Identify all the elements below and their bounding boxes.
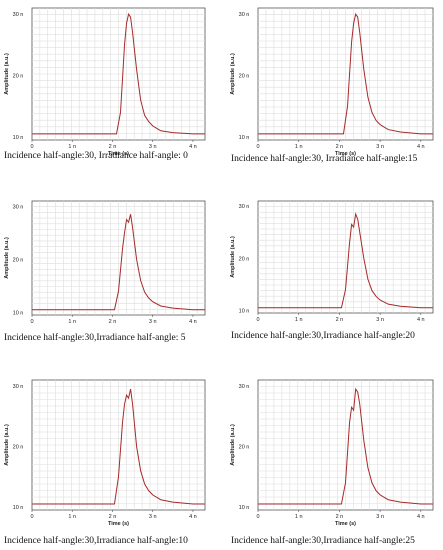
y-tick-label: 10 n: [13, 505, 24, 511]
y-axis-label: Amplitude (a.u.): [230, 236, 236, 278]
y-tick-label: 30 n: [13, 204, 24, 210]
chart-2: 0 1 n 2 n 3 n 4 n 10 n 20 n 30 n Time (s) Amplitu…: [230, 7, 434, 157]
chart-caption-5: Incidence half-angle:30,Irradiance half-…: [4, 536, 188, 546]
y-axis-label: Amplitude (a.u.): [230, 53, 236, 95]
y-tick-label: 20 n: [239, 74, 250, 80]
x-tick-label: 2 n: [109, 144, 117, 150]
y-tick-label: 10 n: [13, 310, 24, 316]
chart-6: 0 1 n 2 n 3 n 4 n 10 n 20 n 30 n Time (s) Amplitu…: [230, 379, 434, 527]
y-tick-label: 30 n: [13, 384, 24, 390]
chart-5: 0 1 n 2 n 3 n 4 n 10 n 20 n 30 n Time (s) Amplitu…: [4, 379, 206, 527]
chart-panel-2: 0 1 n 2 n 3 n 4 n 10 n 20 n 30 n Time (s) Amplitu…: [226, 0, 443, 162]
chart-panel-1: 0 1 n 2 n 3 n 4 n 10 n 20 n 30 n Time (s) Amplitu…: [0, 0, 215, 162]
x-tick-label: 4 n: [417, 144, 425, 150]
chart-panel-6: 0 1 n 2 n 3 n 4 n 10 n 20 n 30 n Time (s) Amplitu…: [226, 372, 443, 532]
x-tick-label: 4 n: [189, 144, 197, 150]
x-tick-label: 3 n: [149, 144, 157, 150]
x-tick-label: 4 n: [189, 514, 197, 520]
x-tick-label: 2 n: [336, 144, 344, 150]
x-tick-label: 3 n: [376, 514, 384, 520]
y-tick-label: 30 n: [13, 12, 24, 18]
y-tick-label: 30 n: [239, 204, 250, 210]
chart-caption-6: Incidence half-angle:30,Irradiance half-…: [231, 536, 415, 546]
pulse-series-line: [258, 387, 433, 505]
x-tick-label: 1 n: [68, 144, 76, 150]
x-tick-label: 0: [256, 144, 259, 150]
y-tick-label: 30 n: [239, 12, 250, 18]
chart-caption-2: Incidence half-angle:30, Irradiance half…: [231, 154, 418, 164]
x-tick-label: 3 n: [149, 514, 157, 520]
x-tick-label: 2 n: [109, 319, 117, 325]
pulse-series-line: [32, 388, 205, 505]
x-axis-label: Time (s): [335, 521, 356, 527]
chart-caption-3: Incidence half-angle:30,Irradiance half-…: [4, 333, 186, 343]
x-tick-label: 4 n: [417, 317, 425, 323]
y-tick-label: 20 n: [239, 256, 250, 262]
pulse-series-line: [32, 214, 205, 311]
y-tick-label: 10 n: [13, 135, 24, 141]
x-tick-label: 1 n: [68, 514, 76, 520]
y-tick-label: 10 n: [239, 135, 250, 141]
chart-caption-4: Incidence half-angle:30,Irradiance half-…: [231, 331, 415, 341]
chart-3: 0 1 n 2 n 3 n 4 n 10 n 20 n 30 n Amplitude (a.u.…: [4, 200, 206, 325]
chart-panel-4: 0 1 n 2 n 3 n 4 n 10 n 20 n 30 n Amplitude (a.u.…: [226, 193, 443, 331]
x-tick-label: 2 n: [109, 514, 117, 520]
y-axis-label: Amplitude (a.u.): [230, 424, 236, 466]
y-tick-label: 10 n: [239, 308, 250, 314]
x-tick-label: 0: [256, 514, 259, 520]
y-tick-label: 20 n: [13, 257, 24, 263]
x-tick-label: 1 n: [295, 317, 303, 323]
x-tick-label: 0: [30, 144, 33, 150]
y-tick-label: 10 n: [239, 505, 250, 511]
x-tick-label: 2 n: [336, 317, 344, 323]
x-tick-label: 4 n: [189, 319, 197, 325]
x-axis-label: Time (s): [335, 151, 356, 157]
x-tick-label: 0: [30, 319, 33, 325]
x-tick-label: 1 n: [68, 319, 76, 325]
pulse-series-line: [32, 12, 205, 135]
x-tick-label: 3 n: [376, 144, 384, 150]
y-tick-label: 20 n: [13, 445, 24, 451]
x-axis-label: Time (s): [108, 151, 129, 157]
y-axis-label: Amplitude (a.u.): [4, 53, 10, 95]
y-tick-label: 20 n: [13, 74, 24, 80]
x-tick-label: 0: [256, 317, 259, 323]
x-axis-label: Time (s): [108, 521, 129, 527]
y-axis-label: Amplitude (a.u.): [4, 424, 10, 466]
y-axis-label: Amplitude (a.u.): [4, 237, 10, 279]
chart-panel-5: 0 1 n 2 n 3 n 4 n 10 n 20 n 30 n Time (s) Amplitu…: [0, 372, 215, 532]
chart-4: 0 1 n 2 n 3 n 4 n 10 n 20 n 30 n Amplitude (a.u.…: [230, 200, 434, 323]
x-tick-label: 1 n: [295, 144, 303, 150]
chart-caption-1: Incidence half-angle:30, Irradiance half…: [4, 151, 188, 161]
chart-panel-3: 0 1 n 2 n 3 n 4 n 10 n 20 n 30 n Amplitude (a.u.…: [0, 193, 215, 333]
x-tick-label: 2 n: [336, 514, 344, 520]
pulse-series-line: [258, 212, 433, 309]
chart-1: 0 1 n 2 n 3 n 4 n 10 n 20 n 30 n Time (s) Amplitu…: [4, 7, 206, 157]
x-tick-label: 3 n: [376, 317, 384, 323]
x-tick-label: 4 n: [417, 514, 425, 520]
pulse-series-line: [258, 12, 433, 135]
x-tick-label: 3 n: [149, 319, 157, 325]
y-tick-label: 30 n: [239, 384, 250, 390]
y-tick-label: 20 n: [239, 445, 250, 451]
x-tick-label: 1 n: [295, 514, 303, 520]
x-tick-label: 0: [30, 514, 33, 520]
